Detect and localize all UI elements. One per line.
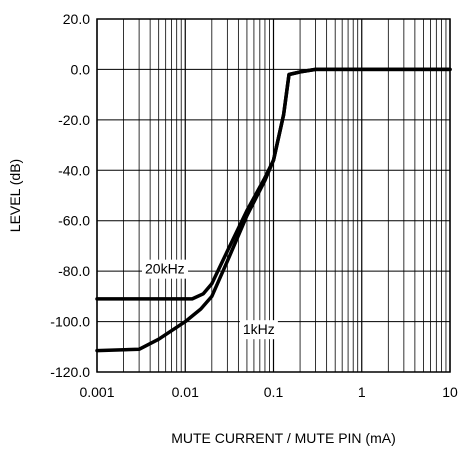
y-tick-label: -100.0 [50, 314, 90, 330]
annotation-background [142, 259, 189, 279]
y-tick-label: 20.0 [63, 11, 90, 27]
x-tick-labels: 0.001 0.01 0.1 1 10 [79, 384, 458, 400]
x-tick-label: 1 [358, 384, 366, 400]
series-annotation: 20kHz [145, 261, 185, 277]
x-tick-label: 0.001 [79, 384, 114, 400]
grid [96, 18, 451, 373]
annotation-background [239, 320, 278, 340]
x-axis-label: MUTE CURRENT / MUTE PIN (mA) [171, 430, 396, 446]
series-line [95, 67, 452, 353]
y-tick-labels: 20.0 0.0 -20.0 -40.0 -60.0 -80.0 -100.0 -120.0 [50, 11, 90, 380]
y-tick-label: -20.0 [58, 112, 90, 128]
y-tick-label: -40.0 [58, 162, 90, 178]
y-tick-label: -80.0 [58, 263, 90, 279]
y-tick-label: -120.0 [50, 364, 90, 380]
x-tick-label: 10 [442, 384, 458, 400]
series-lines [95, 67, 452, 353]
x-tick-label: 0.1 [264, 384, 284, 400]
annotations: 20kHz 1kHz [142, 259, 278, 340]
y-tick-label: 0.0 [71, 61, 91, 77]
plot-frame [96, 18, 451, 373]
y-axis-label: LEVEL (dB) [7, 159, 23, 232]
y-tick-label: -60.0 [58, 213, 90, 229]
series-annotation: 1kHz [243, 321, 275, 337]
x-tick-label: 0.01 [172, 384, 199, 400]
